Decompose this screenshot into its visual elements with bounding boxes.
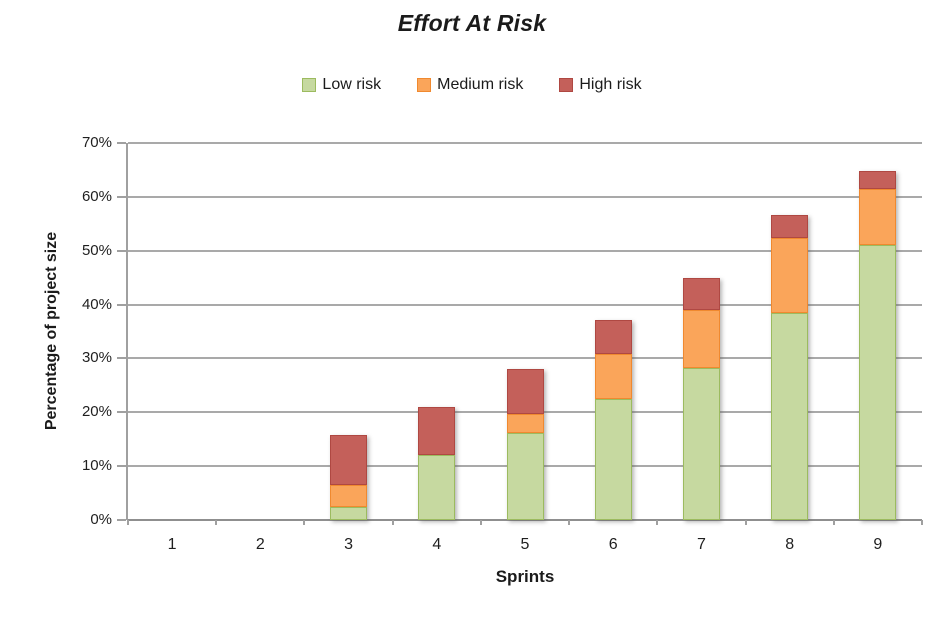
legend: Low risk Medium risk High risk bbox=[0, 76, 944, 94]
bar-sprint-4 bbox=[418, 406, 456, 520]
plot-area bbox=[117, 142, 923, 525]
y-tick-mark bbox=[117, 465, 126, 468]
legend-label: High risk bbox=[579, 76, 642, 93]
x-tick-label: 5 bbox=[520, 536, 530, 553]
legend-item-medium-risk: Medium risk bbox=[417, 76, 523, 94]
bar-segment-low-risk bbox=[330, 506, 368, 520]
legend-label: Medium risk bbox=[437, 76, 524, 93]
x-tick-mark bbox=[568, 520, 571, 525]
x-tick-mark bbox=[391, 520, 394, 525]
bar-segment-low-risk bbox=[771, 312, 809, 520]
bar-segment-low-risk bbox=[506, 432, 544, 520]
x-tick-label: 9 bbox=[873, 536, 883, 553]
x-tick-mark bbox=[656, 520, 659, 525]
x-tick-label: 6 bbox=[608, 536, 618, 553]
y-tick-label: 10% bbox=[81, 457, 112, 475]
bar-sprint-3 bbox=[330, 434, 368, 520]
y-tick-label: 0% bbox=[90, 511, 112, 528]
bar-segment-high-risk bbox=[330, 434, 368, 485]
bar-segment-high-risk bbox=[771, 215, 809, 238]
x-tick-label: 8 bbox=[785, 536, 795, 553]
chart-title: Effort At Risk bbox=[397, 10, 547, 36]
bar-segment-medium-risk bbox=[594, 354, 632, 400]
y-tick-mark bbox=[117, 249, 126, 252]
legend-swatch-icon bbox=[417, 78, 432, 92]
x-axis-title: Sprints bbox=[495, 567, 555, 586]
bar-segment-low-risk bbox=[859, 245, 897, 520]
y-axis-line bbox=[126, 143, 128, 520]
y-tick-mark bbox=[117, 303, 126, 306]
x-tick-mark bbox=[127, 520, 129, 525]
legend-item-high-risk: High risk bbox=[559, 76, 642, 94]
x-tick-mark bbox=[479, 520, 482, 525]
bar-segment-medium-risk bbox=[506, 413, 544, 433]
y-tick-label: 20% bbox=[81, 403, 112, 421]
bar-sprint-5 bbox=[506, 369, 544, 520]
bar-segment-medium-risk bbox=[682, 309, 720, 368]
bar-segment-high-risk bbox=[418, 406, 456, 456]
y-tick-label: 60% bbox=[81, 187, 112, 205]
bar-sprint-7 bbox=[682, 277, 720, 520]
x-axis-line bbox=[128, 519, 922, 521]
x-tick-label: 7 bbox=[696, 536, 706, 553]
bar-sprint-6 bbox=[594, 319, 632, 520]
y-tick-mark bbox=[117, 195, 126, 198]
legend-item-low-risk: Low risk bbox=[302, 76, 381, 94]
bar-sprint-8 bbox=[771, 215, 809, 520]
gridline bbox=[128, 195, 922, 198]
bar-segment-high-risk bbox=[859, 171, 897, 189]
bar-segment-low-risk bbox=[418, 455, 456, 520]
legend-swatch-icon bbox=[559, 78, 574, 92]
y-tick-label: 70% bbox=[81, 134, 112, 151]
y-tick-label: 30% bbox=[81, 349, 112, 367]
y-tick-mark bbox=[117, 519, 126, 521]
legend-swatch-icon bbox=[302, 78, 317, 92]
y-tick-mark bbox=[117, 142, 126, 144]
gridline bbox=[128, 142, 922, 144]
x-tick-mark bbox=[215, 520, 218, 525]
x-tick-label: 1 bbox=[167, 536, 177, 553]
x-tick-mark bbox=[832, 520, 835, 525]
gridline bbox=[128, 357, 922, 360]
gridline bbox=[128, 249, 922, 252]
bar-segment-medium-risk bbox=[771, 237, 809, 313]
y-tick-mark bbox=[117, 411, 126, 414]
bar-segment-high-risk bbox=[506, 369, 544, 414]
bar-segment-low-risk bbox=[594, 399, 632, 520]
x-tick-label: 3 bbox=[344, 536, 353, 553]
x-tick-mark bbox=[303, 520, 306, 525]
bar-segment-medium-risk bbox=[859, 188, 897, 246]
bar-sprint-9 bbox=[859, 171, 897, 520]
y-tick-mark bbox=[117, 357, 126, 360]
x-tick-mark bbox=[744, 520, 747, 525]
bar-segment-high-risk bbox=[594, 319, 632, 355]
gridline bbox=[128, 303, 922, 306]
bar-segment-medium-risk bbox=[330, 485, 368, 507]
x-tick-label: 2 bbox=[255, 536, 265, 553]
x-tick-mark bbox=[921, 520, 923, 525]
y-tick-label: 40% bbox=[81, 295, 112, 313]
x-tick-label: 4 bbox=[432, 536, 442, 553]
y-tick-label: 50% bbox=[81, 241, 112, 259]
legend-label: Low risk bbox=[322, 76, 382, 93]
bar-segment-high-risk bbox=[682, 277, 720, 310]
bar-segment-low-risk bbox=[682, 367, 720, 520]
y-axis-title: Percentage of project size bbox=[43, 231, 60, 431]
